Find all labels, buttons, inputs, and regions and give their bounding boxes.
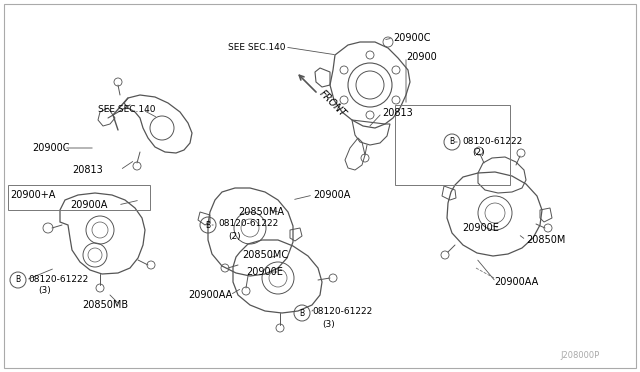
Text: J208000P: J208000P bbox=[560, 352, 599, 360]
Text: 20900+A: 20900+A bbox=[10, 190, 56, 200]
Text: 20850MB: 20850MB bbox=[82, 300, 128, 310]
Text: 20900E: 20900E bbox=[462, 223, 499, 233]
Text: B: B bbox=[15, 276, 20, 285]
Text: 20900: 20900 bbox=[406, 52, 436, 62]
Text: 20850M: 20850M bbox=[526, 235, 565, 245]
Text: 20900AA: 20900AA bbox=[188, 290, 232, 300]
Text: SEE SEC.140: SEE SEC.140 bbox=[98, 106, 156, 115]
Text: 08120-61222: 08120-61222 bbox=[312, 308, 372, 317]
Text: 20813: 20813 bbox=[382, 108, 413, 118]
Text: B: B bbox=[205, 221, 211, 230]
Text: (3): (3) bbox=[322, 320, 335, 328]
Text: FRONT: FRONT bbox=[317, 88, 348, 119]
Text: 08120-61222: 08120-61222 bbox=[28, 275, 88, 283]
Text: 08120-61222: 08120-61222 bbox=[218, 219, 278, 228]
Text: B: B bbox=[449, 138, 454, 147]
Text: 20900E: 20900E bbox=[246, 267, 283, 277]
Text: 20900C: 20900C bbox=[32, 143, 70, 153]
Text: SEE SEC.140: SEE SEC.140 bbox=[228, 42, 285, 51]
Text: 08120-61222: 08120-61222 bbox=[462, 137, 522, 145]
Text: 20900A: 20900A bbox=[313, 190, 350, 200]
Text: 20900AA: 20900AA bbox=[494, 277, 538, 287]
Text: (3): (3) bbox=[38, 286, 51, 295]
Text: 20850MA: 20850MA bbox=[238, 207, 284, 217]
Text: 20813: 20813 bbox=[72, 165, 103, 175]
Text: (2): (2) bbox=[228, 231, 241, 241]
Text: B: B bbox=[300, 308, 305, 317]
Text: 20900A: 20900A bbox=[70, 200, 108, 210]
Text: (2): (2) bbox=[472, 148, 484, 157]
Text: 20900C: 20900C bbox=[393, 33, 431, 43]
Text: 20850MC: 20850MC bbox=[242, 250, 288, 260]
